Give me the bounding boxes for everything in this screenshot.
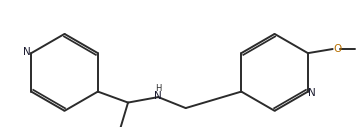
Text: O: O — [333, 44, 342, 54]
Text: N: N — [22, 47, 30, 57]
Text: N: N — [308, 88, 316, 98]
Text: N: N — [154, 91, 162, 101]
Text: H: H — [155, 84, 161, 93]
